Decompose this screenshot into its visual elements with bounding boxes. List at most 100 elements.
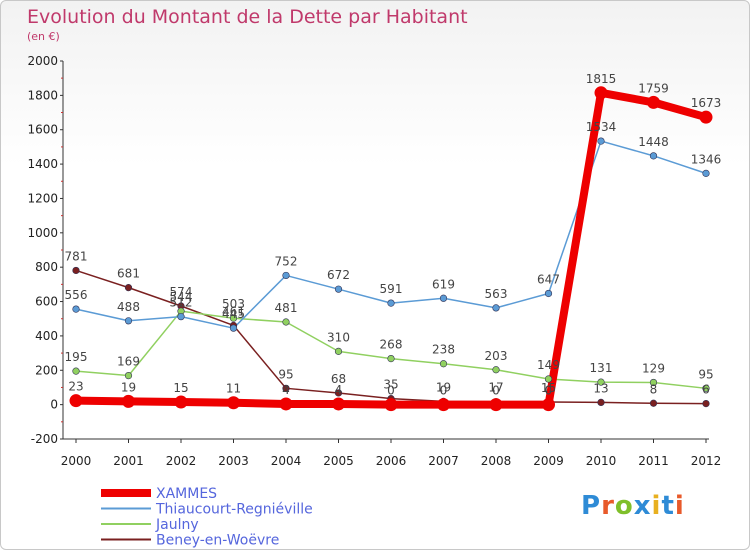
x-tick-label: 2007 (428, 454, 459, 468)
data-point (702, 384, 710, 392)
data-point (227, 396, 240, 410)
data-point (282, 384, 290, 392)
data-point (282, 271, 290, 280)
data-label: 8 (650, 382, 658, 396)
data-label: 512 (170, 296, 193, 310)
data-point (492, 304, 500, 312)
data-labels: 23 19 15 11 4 4 0 0 0 0 1815 1759 1673 556 488 512 445 75… (65, 72, 722, 398)
y-tick-label: -200 (31, 432, 58, 446)
data-label: 1815 (586, 72, 617, 86)
data-point (649, 152, 658, 160)
data-point (384, 398, 398, 412)
y-tick-label: 1600 (27, 123, 58, 137)
data-label: 1534 (586, 120, 617, 134)
x-tick-label: 2012 (691, 454, 722, 468)
y-tick-label: 200 (35, 363, 58, 377)
data-point (72, 305, 80, 313)
data-point (594, 86, 608, 100)
data-label: 563 (485, 287, 508, 301)
data-label: 672 (327, 268, 350, 282)
data-point (174, 395, 188, 409)
x-tick-label: 2011 (638, 454, 669, 468)
data-label: 544 (170, 290, 193, 304)
data-point (334, 389, 343, 397)
data-label: 0 (492, 384, 500, 398)
data-label: 488 (117, 300, 140, 314)
data-label: 15 (173, 381, 188, 395)
data-point (649, 378, 658, 387)
data-label: 461 (222, 304, 245, 318)
proxiti-logo: Proxiti (581, 491, 685, 521)
data-point (489, 398, 503, 412)
legend-entry: XAMMES (156, 486, 217, 502)
x-tick-label: 2004 (271, 454, 302, 468)
data-label: 13 (593, 381, 608, 395)
data-label: 445 (222, 307, 245, 321)
data-label: 1346 (691, 152, 722, 166)
data-point (702, 400, 710, 408)
data-label: 95 (278, 367, 293, 381)
x-tick-label: 2005 (323, 454, 354, 468)
data-point (649, 399, 658, 407)
x-tick-label: 2001 (113, 454, 144, 468)
legend-entry: Beney-en-Woëvre (156, 533, 279, 549)
data-label: 681 (117, 267, 140, 281)
data-label: 503 (222, 297, 245, 311)
data-label: 619 (432, 277, 455, 291)
data-point (702, 169, 710, 177)
y-tick-label: 2000 (27, 54, 58, 68)
chart-title: Evolution du Montant de la Dette par Hab… (27, 6, 468, 28)
data-label: 238 (432, 343, 455, 357)
data-point (647, 95, 660, 109)
y-tick-label: 0 (50, 398, 58, 412)
data-point (387, 354, 395, 363)
data-point (437, 398, 450, 412)
data-label: 4 (282, 383, 290, 397)
data-label: 169 (117, 355, 140, 369)
data-point (282, 318, 290, 326)
data-label: 195 (65, 350, 88, 364)
data-point (542, 398, 555, 412)
data-label: 591 (380, 282, 403, 296)
data-label: 35 (383, 378, 398, 392)
data-point (177, 313, 185, 321)
data-label: 310 (327, 330, 350, 344)
data-label: 4 (335, 383, 343, 397)
data-point (597, 398, 605, 407)
data-point (544, 375, 553, 383)
data-label: 752 (275, 254, 298, 268)
data-label: 15 (541, 381, 556, 395)
data-point (387, 299, 395, 307)
x-tick-label: 2000 (61, 454, 92, 468)
data-label: 647 (537, 272, 560, 286)
data-label: 19 (436, 380, 451, 394)
data-point (72, 266, 80, 275)
data-label: 268 (380, 338, 403, 352)
legend: XAMMESThiaucourt-RegniévilleJaulnyBeney-… (101, 486, 313, 549)
data-label: 6 (702, 383, 710, 397)
data-point (334, 285, 343, 293)
data-point (544, 289, 553, 298)
y-tick-label: 600 (35, 295, 58, 309)
data-label: 131 (590, 361, 613, 375)
legend-entry: Thiaucourt-Regniéville (155, 502, 313, 518)
data-point (72, 367, 80, 375)
y-tick-label: 1400 (27, 157, 58, 171)
x-tick-label: 2003 (218, 454, 249, 468)
data-point (439, 360, 448, 368)
x-tick-label: 2009 (533, 454, 564, 468)
data-point (229, 314, 238, 322)
data-label: 203 (485, 349, 508, 363)
y-tick-label: 800 (35, 260, 58, 274)
data-label: 781 (65, 249, 88, 263)
axes: -200020040060080010001200140016001800200… (27, 54, 721, 468)
data-label: 481 (275, 301, 298, 315)
data-label: 556 (65, 288, 88, 302)
x-tick-label: 2002 (166, 454, 197, 468)
x-tick-label: 2010 (586, 454, 617, 468)
data-point (124, 317, 133, 325)
data-point (229, 324, 238, 332)
data-label: 0 (440, 384, 448, 398)
data-label: 0 (387, 384, 395, 398)
